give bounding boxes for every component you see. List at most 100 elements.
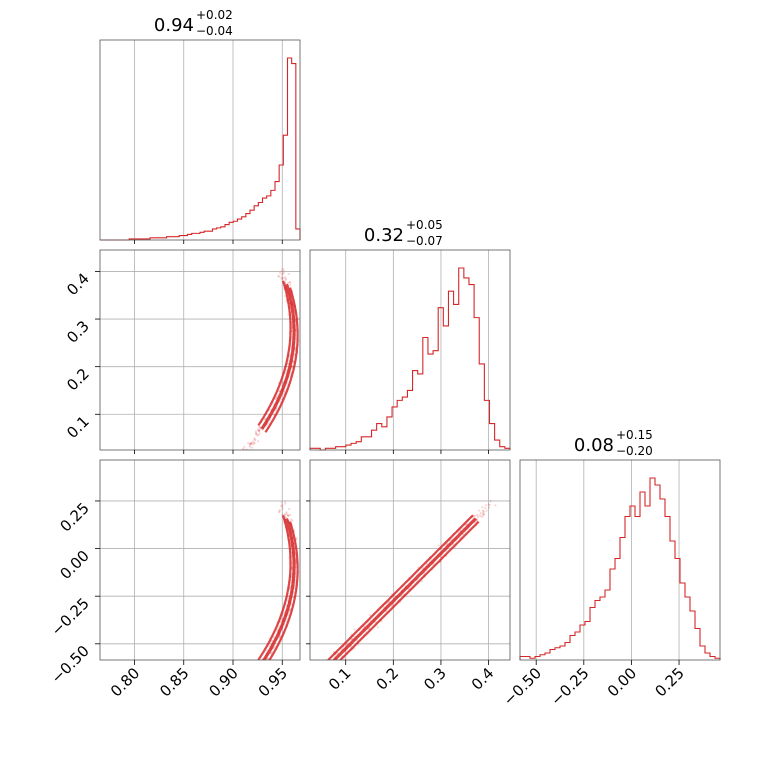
sample-point	[319, 668, 321, 670]
sample-point	[319, 662, 321, 664]
sample-point	[274, 398, 277, 401]
sample-point	[282, 393, 285, 396]
sample-point	[344, 658, 347, 660]
sample-point	[260, 660, 262, 662]
sample-point	[249, 451, 251, 453]
sample-point	[287, 362, 290, 365]
sample-point	[289, 281, 292, 284]
sample-point	[256, 674, 258, 676]
sample-point	[254, 671, 256, 673]
sample-point	[481, 515, 484, 518]
sample-point	[252, 670, 254, 672]
sample-point	[306, 685, 308, 687]
sample-point	[266, 657, 269, 660]
hist-frame-2	[519, 459, 721, 661]
sample-point	[475, 513, 479, 516]
sample-point	[281, 507, 284, 510]
sample-point	[257, 429, 260, 433]
y-tick-label-2-2: 0.00	[56, 547, 92, 583]
sample-point	[255, 675, 257, 677]
sample-point	[288, 507, 291, 511]
sample-point	[302, 688, 304, 690]
sample-point	[284, 277, 287, 280]
sample-point	[328, 672, 330, 674]
sample-point	[280, 276, 283, 279]
sample-point	[285, 512, 288, 515]
contour-line-0	[257, 515, 292, 660]
x-tick-label-2-1: −0.25	[547, 664, 592, 709]
sample-point	[314, 676, 316, 678]
sample-point	[284, 502, 287, 505]
sample-point	[254, 438, 257, 441]
x-tick-label-2-2: 0.00	[604, 664, 640, 700]
sample-point	[329, 665, 331, 667]
sample-point	[283, 389, 286, 393]
sample-point	[310, 681, 312, 683]
sample-point	[283, 280, 287, 283]
sample-point	[244, 455, 246, 457]
sample-point	[321, 673, 323, 675]
sample-point	[295, 537, 298, 540]
sample-point	[479, 511, 483, 515]
panel-0-1-frame	[99, 249, 301, 451]
sample-point	[258, 429, 261, 433]
sample-point	[322, 667, 324, 669]
sample-point	[314, 672, 316, 674]
sample-point	[254, 432, 257, 435]
sample-point	[250, 442, 253, 445]
sample-point	[275, 396, 278, 399]
sample-point	[255, 673, 257, 675]
sample-point	[249, 676, 251, 678]
sample-point	[258, 671, 260, 673]
sample-point	[282, 269, 285, 272]
hist-title-sub-2: −0.20	[616, 444, 653, 458]
y-tick-label-1-0: 0.1	[63, 412, 93, 442]
sample-point	[244, 683, 246, 685]
sample-point	[308, 688, 310, 690]
sample-point	[313, 677, 315, 679]
panel-0-1-samples	[240, 267, 300, 457]
y-tick-label-1-2: 0.3	[63, 317, 93, 347]
sample-point	[281, 277, 284, 280]
sample-point	[243, 686, 245, 688]
sample-point	[270, 652, 273, 655]
sample-point	[284, 295, 287, 298]
sample-point	[242, 451, 244, 453]
sample-point	[483, 506, 487, 510]
histogram-0	[100, 57, 301, 241]
hist-frame-1	[309, 249, 511, 451]
sample-point	[376, 625, 379, 629]
sample-point	[243, 683, 245, 685]
sample-point	[322, 677, 324, 679]
sample-point	[274, 409, 277, 412]
sample-point	[321, 667, 323, 669]
sample-point	[255, 671, 257, 673]
sample-point	[257, 428, 260, 431]
sample-point	[368, 614, 372, 617]
sample-point	[291, 519, 294, 522]
sample-point	[242, 447, 245, 450]
sample-point	[251, 440, 254, 443]
sample-point	[474, 514, 477, 518]
x-tick-label-0-3: 0.95	[255, 664, 291, 700]
sample-point	[484, 504, 488, 507]
sample-point	[251, 679, 253, 681]
sample-point	[311, 682, 313, 684]
sample-point	[485, 509, 488, 512]
sample-point	[308, 683, 310, 685]
sample-point	[257, 433, 260, 437]
sample-point	[253, 437, 256, 440]
sample-point	[331, 663, 333, 665]
x-tick-label-0-0: 0.80	[107, 664, 143, 700]
sample-point	[242, 687, 244, 689]
sample-point	[282, 612, 285, 615]
sample-point	[251, 682, 253, 684]
sample-point	[421, 566, 425, 569]
sample-point	[276, 629, 279, 632]
sample-point	[266, 666, 268, 668]
sample-point	[328, 666, 330, 668]
sample-point	[287, 514, 290, 517]
x-tick-label-1-0: 0.1	[325, 664, 355, 694]
